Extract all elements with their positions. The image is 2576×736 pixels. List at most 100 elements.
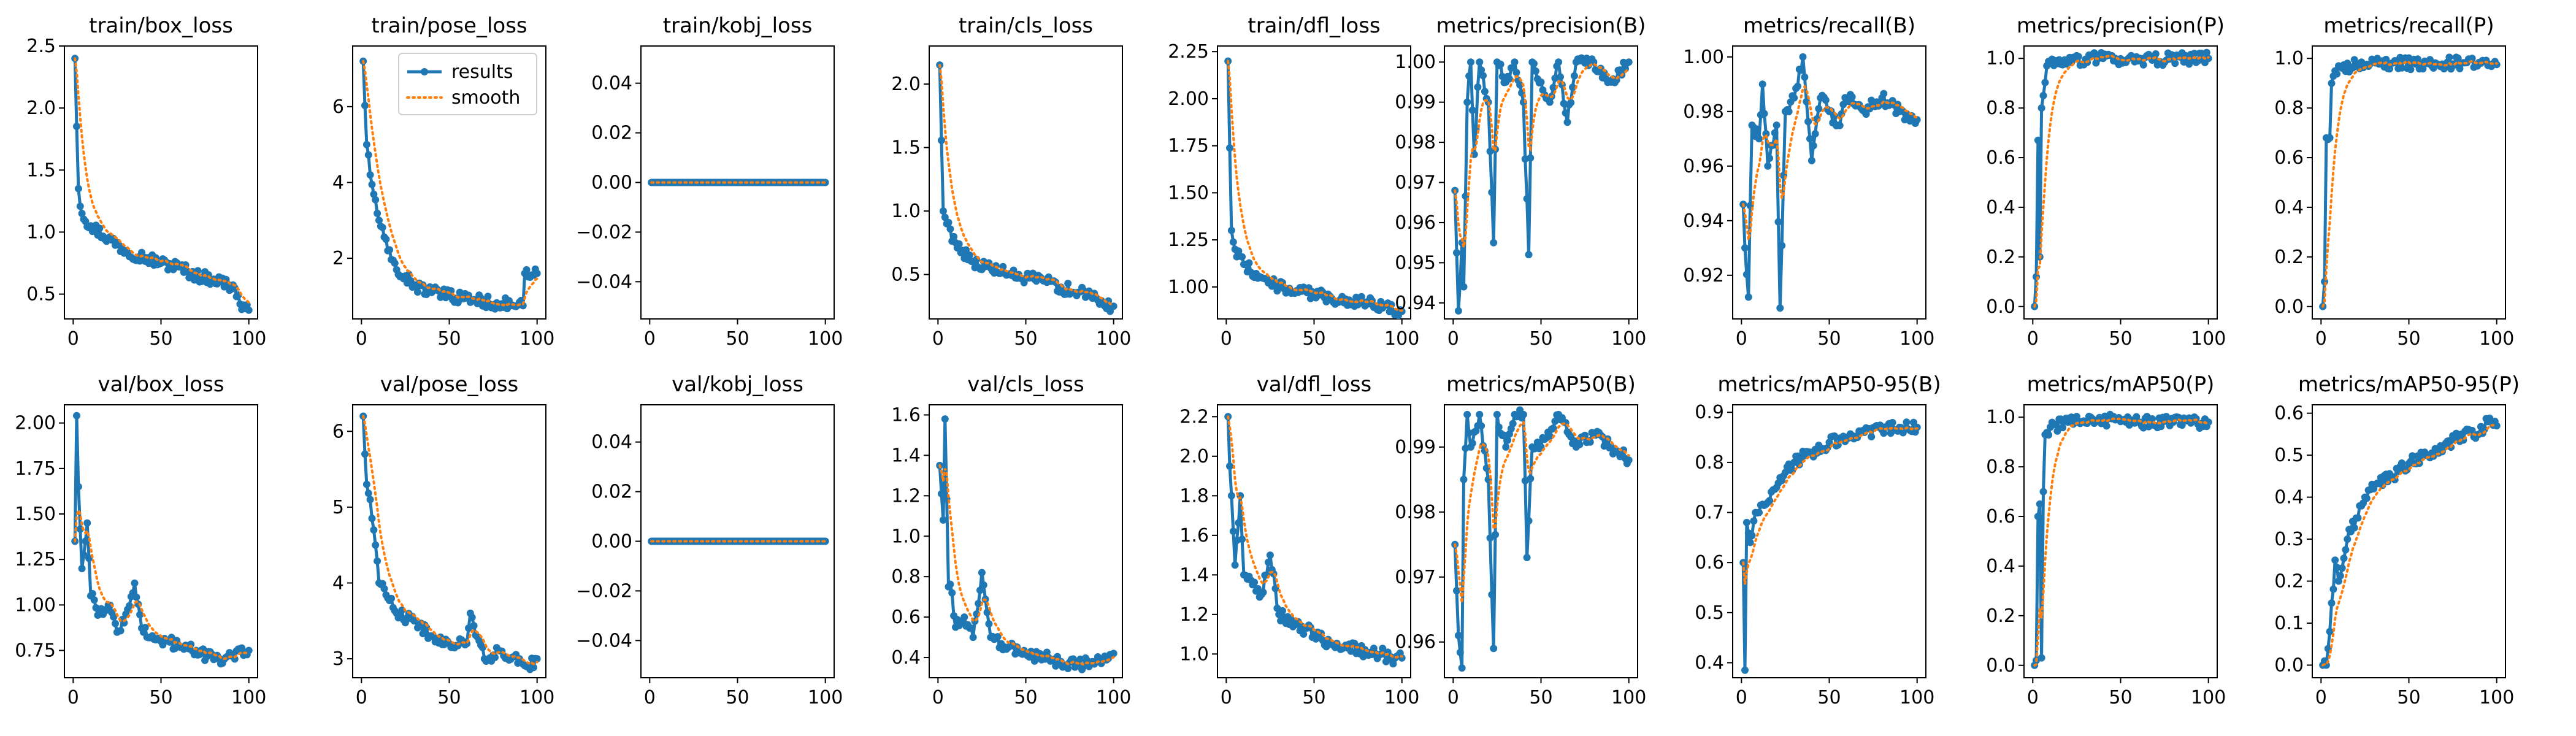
results-point [2413,55,2421,63]
results-point [1766,497,1774,505]
x-tick-label: 0 [932,328,944,350]
results-point [2426,56,2434,64]
smooth-line [362,415,539,666]
results-point [1506,75,1513,83]
results-point [1748,532,1756,540]
results-point [1064,665,1072,672]
results-point [1502,443,1510,451]
results-point [1742,518,1750,526]
results-point [1809,142,1817,150]
y-tick-label: 0.5 [26,284,56,305]
y-tick-label: 0.4 [2274,487,2304,508]
results-point [1481,88,1489,96]
x-tick-label: 0 [1447,687,1459,708]
results-point [1456,277,1464,285]
results-point [1741,244,1749,252]
results-point [519,302,527,310]
subplot-title: metrics/mAP50-95(B) [1717,372,1941,397]
results-point [1523,554,1531,561]
y-tick-label: 4 [332,172,344,194]
x-tick-label: 0 [356,687,367,708]
x-tick-label: 0 [2027,328,2039,350]
y-tick-label: 0.6 [2274,403,2304,424]
results-point [1776,304,1784,312]
results-point [2342,546,2350,554]
x-tick-label: 50 [149,687,172,708]
results-point [2344,535,2352,543]
results-point [1811,130,1819,138]
y-tick-label: 0.98 [1683,101,1724,123]
results-point [1888,419,1896,426]
results-point [1785,107,1793,115]
results-point [1463,410,1471,418]
results-point [1760,110,1768,118]
x-tick-label: 0 [2315,687,2327,708]
y-tick-label: 0.00 [591,172,632,194]
results-point [364,151,372,159]
results-point [370,190,378,198]
subplot-0: train/box_loss 0 50 100 0.5 1.0 1.5 2.0 2.5 [26,13,266,350]
results-point [941,415,949,423]
results-point [2468,55,2476,63]
y-tick-label: 1.6 [891,404,921,426]
results-point [1576,440,1584,448]
results-point [478,643,486,651]
y-tick-label: 0.4 [2274,197,2304,218]
y-tick-label: 1.2 [891,485,921,507]
results-point [2074,53,2082,61]
x-tick-label: 0 [67,687,79,708]
x-tick-label: 50 [1529,328,1552,350]
results-point [1493,410,1501,418]
x-tick-label: 100 [2479,687,2514,708]
y-tick-label: 2.00 [1168,88,1209,110]
results-point [1238,535,1246,543]
smooth-line [74,57,250,304]
results-point [1755,508,1763,516]
results-point [1771,129,1779,137]
results-point [491,653,499,661]
results-point [1516,81,1524,89]
results-point [388,594,395,602]
results-point [132,593,140,601]
results-point [1862,110,1870,118]
results-point [1504,436,1512,444]
x-tick-label: 50 [2397,328,2420,350]
y-tick-label: 1.25 [1168,229,1209,251]
results-point [1527,154,1535,162]
results-point [2326,627,2334,635]
results-point [2468,426,2476,434]
x-tick-label: 50 [437,328,461,350]
results-point [1762,130,1770,138]
smooth-line [1227,415,1403,659]
y-tick-label: 0.6 [2274,147,2304,169]
x-tick-label: 50 [1014,328,1037,350]
results-point [1778,242,1786,250]
y-tick-label: 1.00 [1395,52,1436,73]
results-point [74,185,82,193]
y-tick-label: 0.1 [2274,613,2304,634]
results-point [386,246,394,254]
results-point [1774,218,1782,226]
results-point [76,202,84,210]
results-point [1803,98,1811,105]
y-tick-label: 2.0 [26,98,56,119]
smooth-line [938,464,1115,666]
y-tick-label: 1.5 [891,137,921,159]
results-point [2354,514,2362,522]
results-point [141,624,149,632]
results-line [2033,413,2210,666]
y-tick-label: 0.6 [891,607,921,628]
axes-frame [2023,404,2218,678]
results-point [372,196,380,204]
results-point [1797,66,1805,74]
results-point [969,634,977,642]
y-tick-label: 0.04 [591,432,632,453]
results-point [1254,585,1262,592]
results-point [112,619,119,627]
y-tick-label: 1.4 [1179,564,1209,586]
x-tick-label: 0 [1736,328,1747,350]
y-tick-label: 0.75 [15,640,56,662]
results-point [1509,420,1517,427]
y-tick-label: 4 [332,572,344,594]
x-tick-label: 100 [1096,687,1131,708]
